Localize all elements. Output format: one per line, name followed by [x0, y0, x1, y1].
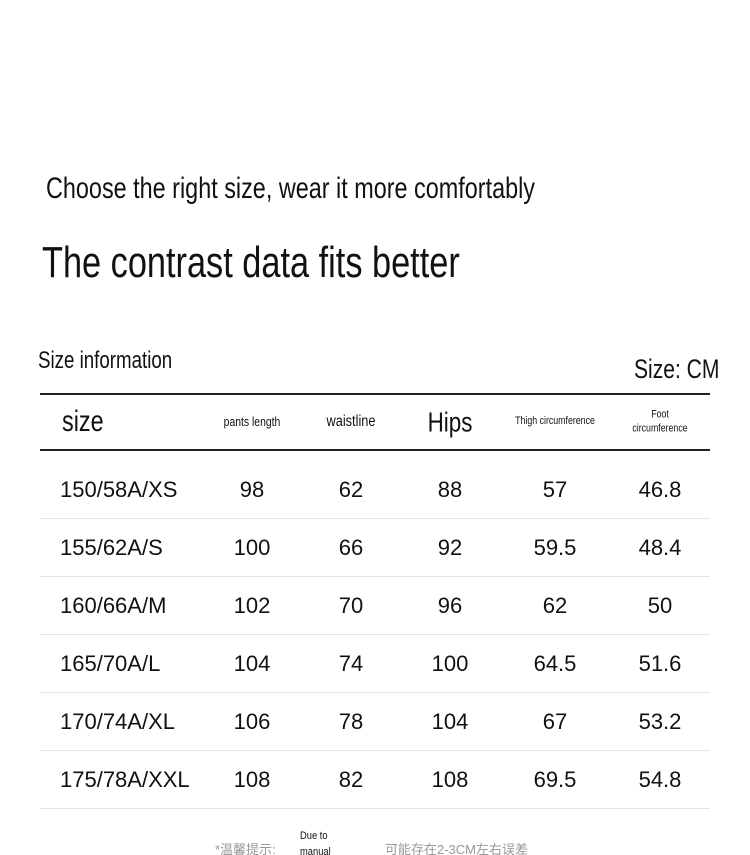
table-caption: Size information — [38, 347, 173, 374]
row-rule — [40, 750, 710, 751]
value-cell: 64.5 — [533, 651, 577, 676]
footer-note: Due to manual measurement — [300, 830, 331, 855]
size-cell: 160/66A/M — [60, 593, 167, 618]
value-cell: 108 — [233, 767, 271, 792]
value-cell: 70 — [338, 593, 364, 618]
size-cell: 150/58A/XS — [60, 477, 178, 502]
header-rule — [40, 449, 710, 451]
value-cell: 59.5 — [533, 535, 577, 560]
column-header: Thigh circumference — [515, 415, 595, 428]
value-cell: 74 — [338, 651, 364, 676]
row-rule — [40, 634, 710, 635]
size-cell: 165/70A/L — [60, 651, 161, 676]
column-header: size — [62, 405, 104, 438]
value-cell: 78 — [338, 709, 364, 734]
size-cell: 175/78A/XXL — [60, 767, 190, 792]
column-header: pants length — [223, 413, 281, 429]
value-cell: 53.2 — [638, 709, 682, 734]
value-cell: 88 — [437, 477, 463, 502]
value-cell: 69.5 — [533, 767, 577, 792]
tagline: Choose the right size, wear it more comf… — [46, 172, 536, 205]
value-cell: 82 — [338, 767, 364, 792]
value-cell: 100 — [233, 535, 271, 560]
row-rule — [40, 576, 710, 577]
footer-prefix: *温馨提示: — [215, 842, 276, 855]
value-cell: 62 — [542, 593, 568, 618]
value-cell: 98 — [239, 477, 265, 502]
value-cell: 96 — [437, 593, 463, 618]
column-header: Hips — [427, 406, 473, 438]
value-cell: 92 — [437, 535, 463, 560]
value-cell: 50 — [647, 593, 673, 618]
size-cell: 170/74A/XL — [60, 709, 175, 734]
value-cell: 54.8 — [638, 767, 682, 792]
row-rule — [40, 518, 710, 519]
value-cell: 51.6 — [638, 651, 682, 676]
row-rule — [40, 692, 710, 693]
value-cell: 67 — [542, 709, 568, 734]
column-header: Foot circumference — [632, 408, 688, 434]
value-cell: 66 — [338, 535, 364, 560]
title: The contrast data fits better — [42, 238, 460, 287]
value-cell: 48.4 — [638, 535, 682, 560]
value-cell: 100 — [431, 651, 469, 676]
footer-suffix: 可能存在2-3CM左右误差 — [385, 842, 529, 855]
size-cell: 155/62A/S — [60, 535, 163, 560]
row-rule — [40, 808, 710, 809]
value-cell: 104 — [233, 651, 271, 676]
value-cell: 46.8 — [638, 477, 682, 502]
value-cell: 106 — [233, 709, 271, 734]
value-cell: 108 — [431, 767, 469, 792]
value-cell: 104 — [431, 709, 469, 734]
value-cell: 62 — [338, 477, 364, 502]
column-header: waistline — [326, 413, 376, 430]
value-cell: 102 — [233, 593, 271, 618]
value-cell: 57 — [542, 477, 568, 502]
unit-label: Size: CM — [634, 354, 720, 384]
table-top-rule — [40, 393, 710, 395]
